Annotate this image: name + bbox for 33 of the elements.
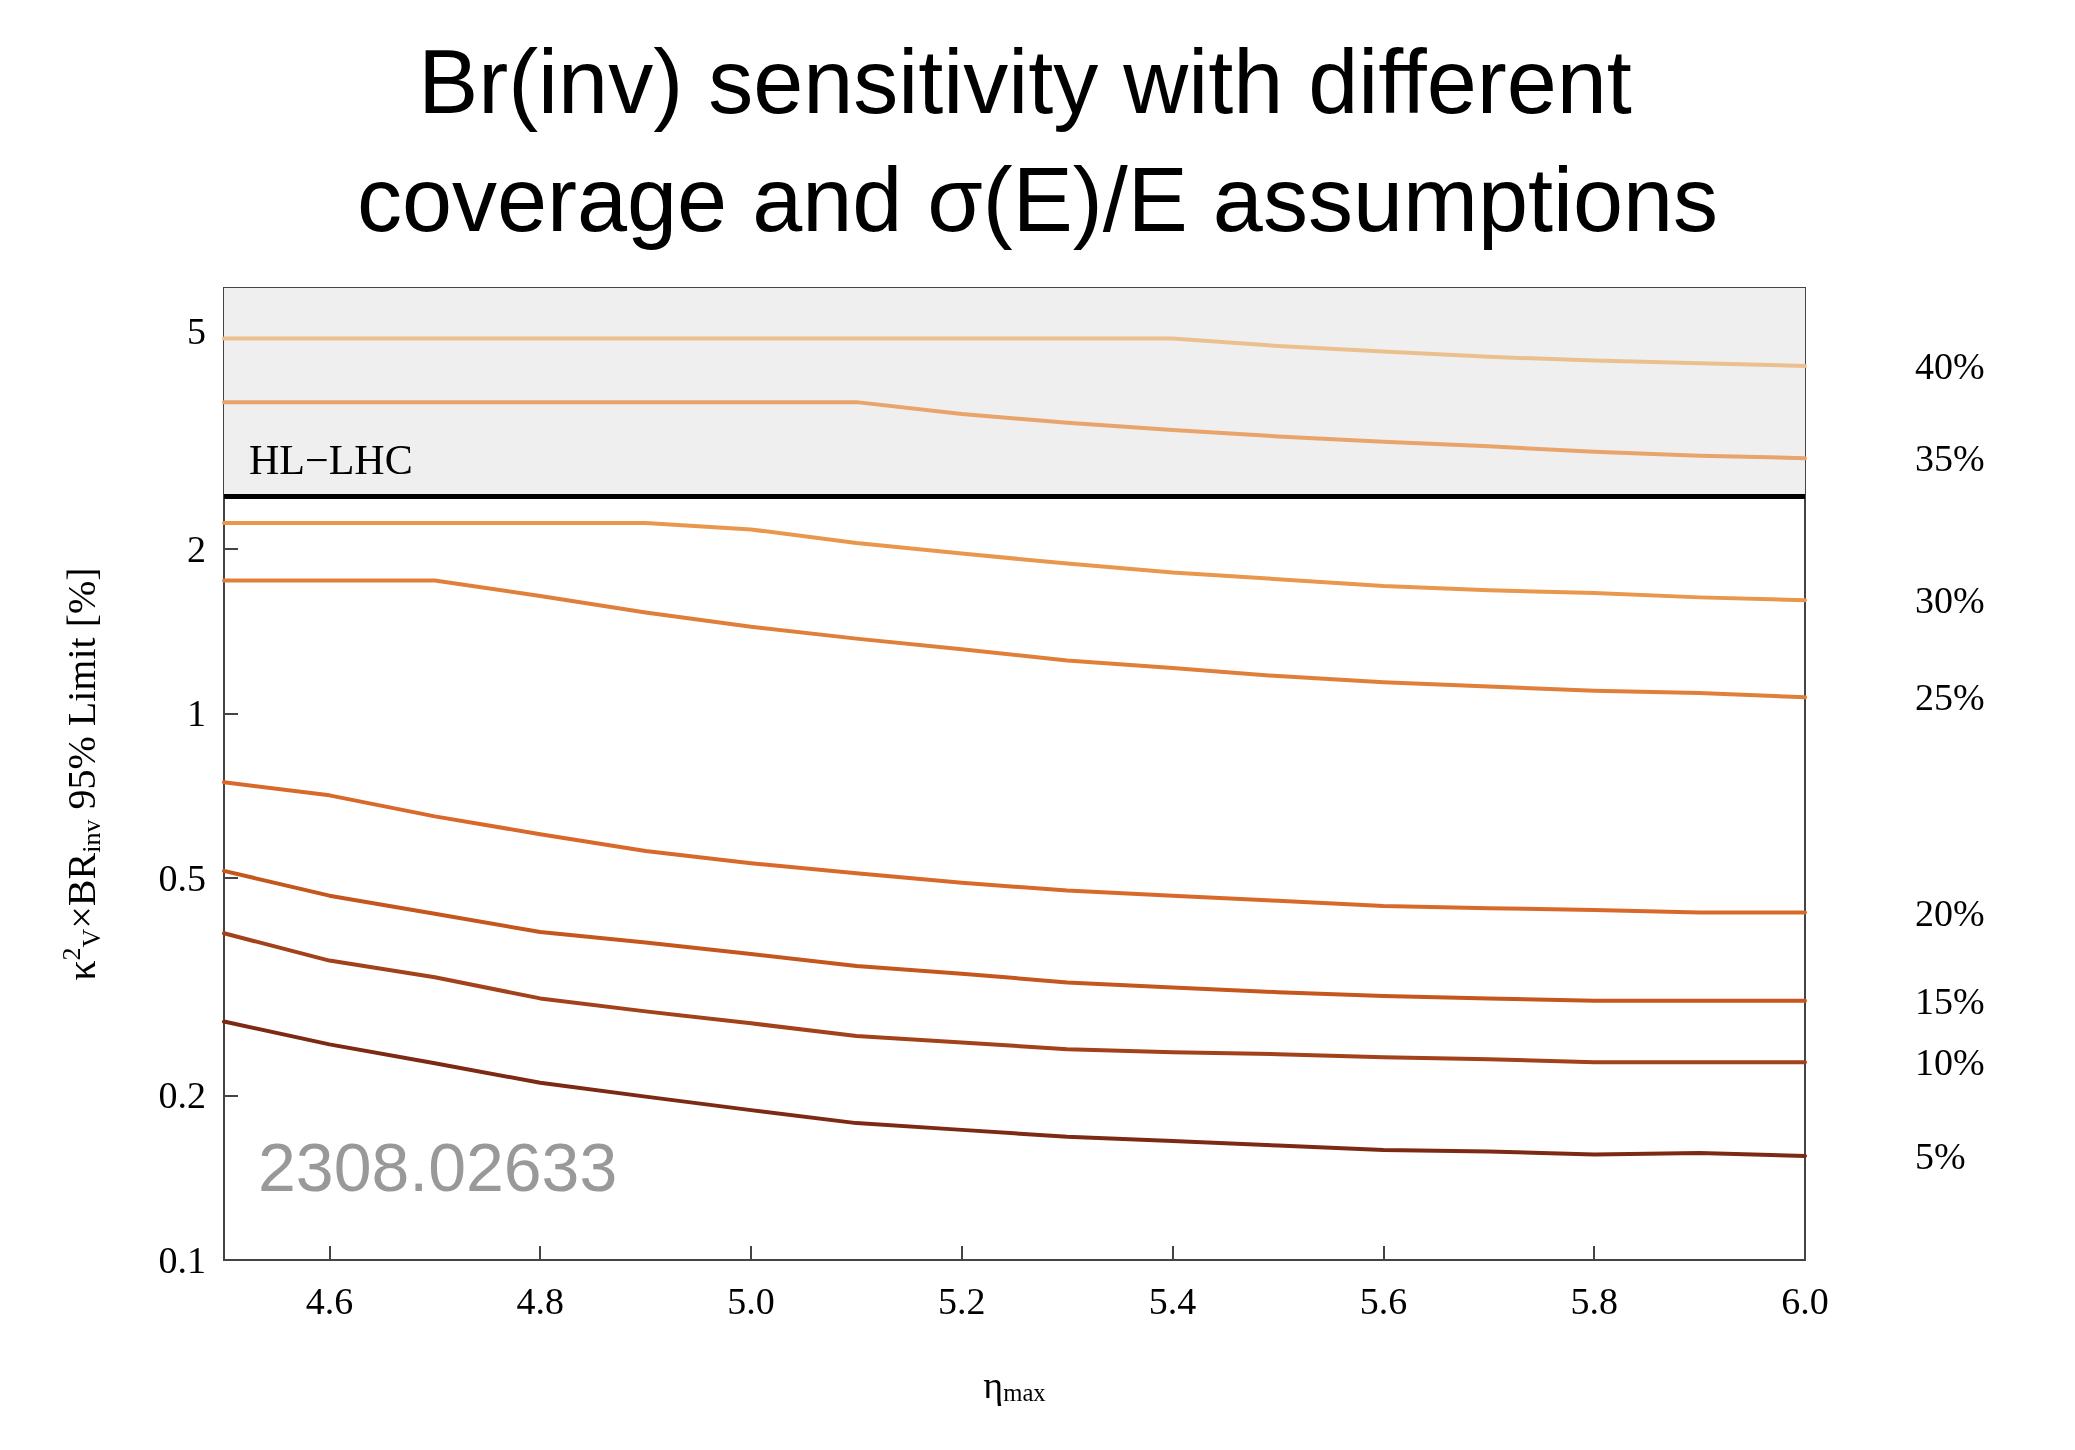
y-tick-label: 0.5	[158, 856, 206, 899]
text: 5%	[1915, 1134, 1966, 1177]
x-tick-label: 5.8	[1570, 1280, 1618, 1322]
x-tick-label: 5.6	[1359, 1280, 1408, 1322]
x-tick-label: 4.6	[305, 1280, 354, 1322]
annotation: 2308.02633	[258, 1129, 618, 1205]
text: 30%	[1915, 579, 1985, 622]
y-tick-label: 5	[187, 310, 206, 353]
x-tick-label: 4.8	[516, 1280, 564, 1322]
line-series	[222, 578, 1807, 700]
x-tick-label: 5.0	[727, 1280, 775, 1322]
y-tick-label: 2	[187, 527, 206, 570]
line-series	[222, 868, 1807, 1003]
line-series	[222, 780, 1807, 915]
y-tick-label: 0.2	[158, 1074, 206, 1117]
chart-title: Br(inv) sensitivity with different coverage and σ(E)/E assumptions	[356, 32, 1719, 250]
band-label: HL−LHC	[249, 436, 413, 483]
y-tick-label: 0.1	[158, 1239, 206, 1281]
text: 25%	[1915, 676, 1985, 719]
text: 20%	[1915, 891, 1985, 934]
x-axis-title: ηmax	[983, 1364, 1047, 1407]
y-axis-title: κ2V×BRinv 95% Limit [%]	[56, 567, 106, 981]
x-tick-label: 5.4	[1148, 1280, 1197, 1322]
x-tick-label: 6.0	[1781, 1280, 1829, 1322]
x-tick-label: 5.2	[938, 1280, 986, 1322]
text: 10%	[1915, 1041, 1985, 1084]
line-series	[222, 520, 1807, 603]
line-series	[222, 336, 1807, 368]
text: 35%	[1915, 437, 1985, 480]
line-series	[222, 931, 1807, 1065]
text: 15%	[1915, 979, 1985, 1022]
y-tick-label: 1	[187, 692, 206, 735]
text: 40%	[1915, 344, 1985, 387]
